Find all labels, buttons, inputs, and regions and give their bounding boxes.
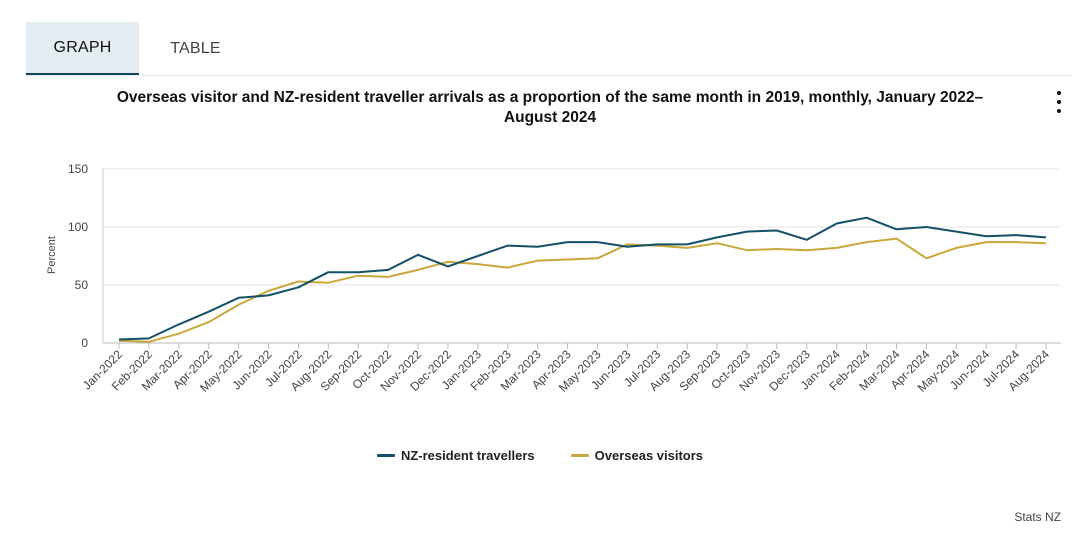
legend-swatch-nz-resident (376, 454, 395, 457)
tab-graph[interactable]: GRAPH (26, 22, 139, 76)
chart-title: Overseas visitor and NZ-resident travell… (116, 89, 984, 126)
legend-item-overseas[interactable]: Overseas visitors (570, 448, 704, 463)
source-credit: Stats NZ (1014, 510, 1061, 524)
series-line-nz-resident[interactable] (118, 216, 1047, 341)
x-axis-ticks: Jan-2022Feb-2022Mar-2022Apr-2022May-2022… (80, 343, 1052, 395)
legend-label: Overseas visitors (594, 448, 704, 463)
view-tabs: GRAPH TABLE (26, 22, 252, 76)
chart-menu-icon[interactable] (1051, 91, 1067, 113)
legend-swatch-overseas (570, 454, 589, 457)
y-axis-ticks: 0 50 100 150 (68, 162, 88, 350)
y-tick-label: 150 (68, 162, 88, 176)
gridlines (102, 168, 1061, 344)
series-lines (118, 216, 1047, 343)
y-tick-label: 0 (81, 336, 88, 350)
legend-label: NZ-resident travellers (400, 448, 535, 463)
legend-item-nz-resident[interactable]: NZ-resident travellers (376, 448, 535, 463)
y-axis-label: Percent (46, 236, 58, 274)
y-tick-label: 50 (75, 278, 89, 292)
legend: NZ-resident travellers Overseas visitors (0, 448, 1080, 463)
series-line-overseas[interactable] (118, 237, 1047, 343)
line-chart: 0 50 100 150 Jan-2022Feb-2022Mar-2022Apr-20… (46, 162, 1061, 395)
tab-table[interactable]: TABLE (170, 40, 221, 57)
tab-divider (26, 75, 1072, 76)
y-tick-label: 100 (68, 220, 88, 234)
